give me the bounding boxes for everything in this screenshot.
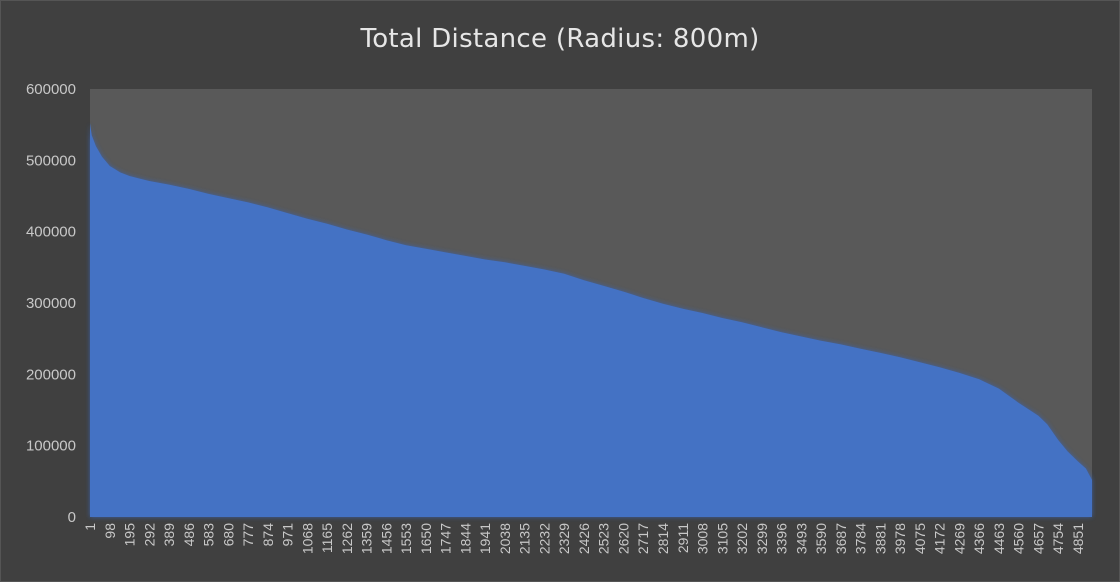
x-tick-label: 3978: [892, 523, 908, 554]
x-tick-label: 3687: [833, 523, 849, 554]
x-tick-label: 195: [122, 523, 138, 547]
y-tick-label: 400000: [26, 224, 76, 241]
x-tick-label: 3396: [774, 523, 790, 554]
x-tick-label: 2426: [576, 523, 592, 554]
x-tick-label: 292: [141, 523, 157, 547]
x-tick-label: 4560: [1011, 523, 1027, 554]
y-tick-label: 200000: [26, 366, 76, 383]
x-tick-label: 1650: [418, 523, 434, 554]
x-tick-label: 2329: [556, 523, 572, 554]
y-axis: 0 100000 200000 300000 400000 500000 600000: [26, 81, 76, 526]
x-tick-label: 1553: [398, 523, 414, 554]
x-tick-label: 4754: [1050, 523, 1066, 554]
x-tick-label: 2038: [497, 523, 513, 554]
x-tick-label: 1456: [378, 523, 394, 554]
x-tick-label: 3493: [793, 523, 809, 554]
series-area: [90, 123, 1092, 517]
x-tick-label: 2523: [596, 523, 612, 554]
x-tick-label: 3202: [734, 523, 750, 554]
x-tick-label: 777: [240, 523, 256, 547]
x-tick-label: 3008: [695, 523, 711, 554]
x-tick-label: 486: [181, 523, 197, 547]
x-tick-label: 2814: [655, 523, 671, 554]
x-tick-label: 4366: [971, 523, 987, 554]
x-tick-label: 1747: [438, 523, 454, 554]
x-tick-label: 3590: [813, 523, 829, 554]
x-tick-label: 1262: [339, 523, 355, 554]
x-tick-label: 583: [201, 523, 217, 547]
x-tick-label: 1: [82, 523, 98, 531]
x-tick-label: 2232: [537, 523, 553, 554]
x-axis: 1 98 195 292 389 486 583 680 777 874 971 1068 1165 12…: [82, 523, 1086, 554]
x-tick-label: 2135: [517, 523, 533, 554]
x-tick-label: 4172: [932, 523, 948, 554]
y-tick-label: 600000: [26, 81, 76, 98]
chart-title: Total Distance (Radius: 800m): [360, 24, 760, 54]
x-tick-label: 2911: [675, 523, 691, 553]
y-tick-label: 300000: [26, 295, 76, 312]
x-tick-label: 1941: [477, 523, 493, 554]
x-tick-label: 680: [220, 523, 236, 547]
series-area-layer: [90, 123, 1092, 517]
x-tick-label: 1844: [457, 523, 473, 554]
x-tick-label: 389: [161, 523, 177, 547]
x-tick-label: 4269: [951, 523, 967, 554]
x-tick-label: 3881: [872, 523, 888, 554]
x-tick-label: 1165: [319, 523, 335, 553]
x-tick-label: 971: [280, 523, 296, 547]
x-tick-label: 1068: [299, 523, 315, 554]
x-tick-label: 874: [260, 523, 276, 547]
x-tick-label: 3105: [714, 523, 730, 554]
x-tick-label: 4075: [912, 523, 928, 554]
x-tick-label: 4657: [1030, 523, 1046, 554]
x-tick-label: 2717: [635, 523, 651, 554]
x-tick-label: 98: [102, 523, 118, 539]
x-tick-label: 2620: [616, 523, 632, 554]
x-tick-label: 4463: [991, 523, 1007, 554]
y-tick-label: 0: [68, 509, 76, 526]
x-tick-label: 1359: [359, 523, 375, 554]
y-tick-label: 500000: [26, 152, 76, 169]
x-tick-label: 3784: [853, 523, 869, 554]
x-tick-label: 4851: [1070, 523, 1086, 554]
y-tick-label: 100000: [26, 438, 76, 455]
x-tick-label: 3299: [754, 523, 770, 554]
